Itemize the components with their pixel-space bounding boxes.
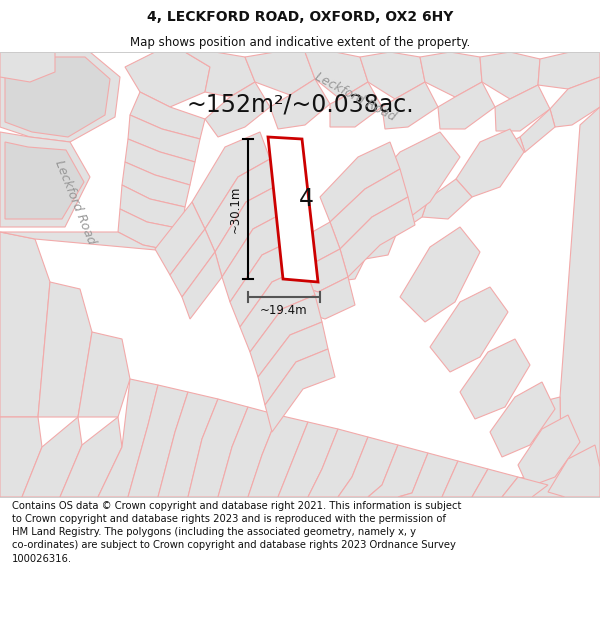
Polygon shape (278, 422, 338, 497)
Polygon shape (222, 212, 295, 302)
Polygon shape (0, 132, 90, 227)
Polygon shape (472, 469, 518, 497)
Text: Leckford Road: Leckford Road (313, 70, 398, 124)
Polygon shape (496, 137, 525, 162)
Text: Contains OS data © Crown copyright and database right 2021. This information is : Contains OS data © Crown copyright and d… (12, 501, 461, 564)
Polygon shape (548, 445, 600, 497)
Polygon shape (158, 392, 218, 497)
Polygon shape (118, 209, 182, 252)
Polygon shape (0, 52, 55, 82)
Polygon shape (205, 82, 270, 137)
Polygon shape (125, 139, 195, 185)
Polygon shape (520, 109, 555, 152)
Polygon shape (308, 429, 368, 497)
Polygon shape (498, 477, 530, 497)
Polygon shape (518, 415, 580, 487)
Polygon shape (248, 415, 308, 497)
Polygon shape (348, 229, 396, 259)
Polygon shape (495, 85, 550, 131)
Text: 4: 4 (299, 188, 314, 211)
Polygon shape (420, 52, 482, 97)
Polygon shape (528, 397, 562, 497)
Polygon shape (245, 52, 315, 95)
Polygon shape (125, 52, 210, 107)
Polygon shape (320, 247, 365, 282)
Polygon shape (268, 137, 318, 282)
Polygon shape (185, 52, 255, 97)
Polygon shape (78, 332, 130, 417)
Polygon shape (340, 197, 415, 277)
Polygon shape (330, 169, 408, 249)
Polygon shape (218, 407, 278, 497)
Polygon shape (400, 227, 480, 322)
Polygon shape (120, 185, 185, 229)
Polygon shape (230, 239, 305, 327)
Text: 4, LECKFORD ROAD, OXFORD, OX2 6HY: 4, LECKFORD ROAD, OXFORD, OX2 6HY (147, 11, 453, 24)
Polygon shape (490, 382, 555, 457)
Polygon shape (240, 267, 315, 352)
Polygon shape (305, 52, 368, 99)
Text: Leckford Road: Leckford Road (52, 158, 98, 246)
Polygon shape (338, 437, 398, 497)
Polygon shape (382, 82, 438, 129)
Polygon shape (192, 132, 270, 229)
Polygon shape (258, 322, 328, 405)
Polygon shape (430, 287, 508, 372)
Polygon shape (122, 162, 190, 207)
Polygon shape (0, 232, 178, 252)
Polygon shape (438, 82, 495, 129)
Polygon shape (538, 52, 600, 89)
Text: ~30.1m: ~30.1m (229, 185, 241, 232)
Polygon shape (182, 252, 222, 319)
Polygon shape (130, 92, 205, 139)
Polygon shape (5, 57, 110, 137)
Polygon shape (320, 142, 400, 222)
Polygon shape (330, 82, 382, 127)
Polygon shape (502, 477, 548, 497)
Polygon shape (398, 453, 458, 497)
Polygon shape (0, 232, 50, 417)
Polygon shape (460, 339, 530, 419)
Polygon shape (0, 417, 42, 497)
Polygon shape (205, 159, 278, 252)
Polygon shape (170, 229, 215, 297)
Polygon shape (282, 222, 340, 265)
Polygon shape (98, 379, 158, 497)
Polygon shape (0, 52, 120, 142)
Polygon shape (188, 399, 248, 497)
Polygon shape (422, 179, 472, 219)
Text: Map shows position and indicative extent of the property.: Map shows position and indicative extent… (130, 36, 470, 49)
Polygon shape (155, 202, 205, 275)
Polygon shape (265, 349, 335, 432)
Polygon shape (360, 52, 425, 99)
Polygon shape (368, 445, 428, 497)
Polygon shape (480, 52, 540, 99)
Text: ~152m²/~0.038ac.: ~152m²/~0.038ac. (186, 93, 414, 117)
Polygon shape (128, 385, 188, 497)
Polygon shape (250, 295, 322, 377)
Polygon shape (442, 461, 488, 497)
Polygon shape (128, 115, 200, 162)
Polygon shape (370, 199, 428, 235)
Text: ~19.4m: ~19.4m (260, 304, 308, 318)
Polygon shape (360, 132, 460, 232)
Polygon shape (290, 269, 332, 305)
Polygon shape (560, 107, 600, 497)
Polygon shape (60, 417, 122, 497)
Polygon shape (215, 185, 285, 277)
Polygon shape (5, 142, 84, 219)
Polygon shape (550, 77, 600, 127)
Polygon shape (288, 277, 355, 319)
Polygon shape (456, 129, 524, 197)
Polygon shape (38, 282, 92, 417)
Polygon shape (270, 79, 330, 129)
Polygon shape (282, 249, 348, 292)
Polygon shape (22, 417, 82, 497)
